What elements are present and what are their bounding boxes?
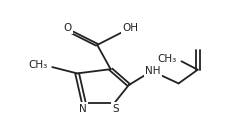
Text: NH: NH [145,66,160,76]
Text: CH₃: CH₃ [29,60,48,70]
Text: N: N [79,104,87,114]
Text: O: O [63,23,72,33]
Text: S: S [112,104,119,114]
Text: OH: OH [123,23,139,33]
Text: CH₃: CH₃ [157,54,177,64]
